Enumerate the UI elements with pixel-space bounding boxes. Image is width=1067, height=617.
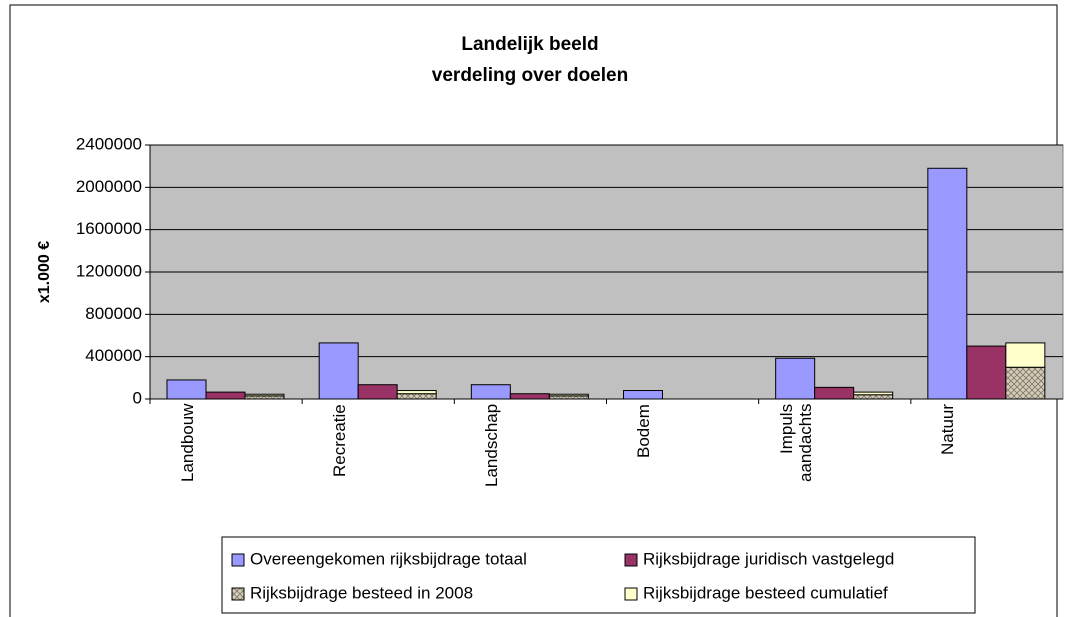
y-tick-label: 1200000: [76, 261, 142, 280]
bar: [775, 357, 816, 400]
x-tick-label: Recreatie: [329, 404, 349, 477]
legend-swatch: [624, 587, 638, 601]
x-tick-label: Natuur: [938, 404, 958, 456]
y-tick-label: 400000: [85, 346, 142, 365]
bar: [470, 384, 511, 400]
y-tick-label: 2400000: [76, 134, 142, 153]
bar: [1005, 366, 1046, 400]
y-tick-label: 800000: [85, 304, 142, 323]
legend-label: Rijksbijdrage juridisch vastgelegd: [643, 549, 894, 568]
legend-swatch: [624, 553, 638, 567]
bar: [509, 393, 550, 400]
x-tick-label: Impuls aandachts: [776, 404, 815, 483]
x-tick-label: Landbouw: [177, 404, 197, 483]
legend-label: Rijksbijdrage besteed in 2008: [250, 583, 473, 602]
y-tick-label: 1600000: [76, 219, 142, 238]
bar: [244, 393, 285, 397]
bar: [966, 345, 1007, 400]
legend-swatch: [231, 587, 245, 601]
bar: [853, 391, 894, 396]
legend-label: Overeengekomen rijksbijdrage totaal: [250, 549, 527, 568]
bar: [166, 379, 207, 400]
bar: [814, 386, 855, 400]
bar: [357, 384, 398, 400]
legend-label: Rijksbijdrage besteed cumulatief: [643, 583, 888, 602]
bar: [318, 342, 359, 400]
bar: [548, 393, 589, 397]
legend-box: [221, 536, 976, 614]
y-tick-label: 2000000: [76, 177, 142, 196]
x-tick-label: Landschap: [481, 404, 501, 488]
chart-subtitle: verdeling over doelen: [432, 65, 628, 86]
bar: [623, 390, 663, 400]
legend-swatch: [231, 553, 245, 567]
bar: [927, 167, 968, 400]
x-tick-label: Bodem: [634, 404, 653, 458]
chart-title: Landelijk beeld: [461, 34, 598, 55]
bar: [396, 390, 437, 395]
bar: [1005, 342, 1046, 368]
bar: [853, 394, 894, 400]
bar: [396, 393, 437, 400]
bar: [205, 391, 246, 400]
y-axis-label: x1.000 €: [36, 241, 53, 303]
y-tick-label: 0: [133, 388, 142, 407]
